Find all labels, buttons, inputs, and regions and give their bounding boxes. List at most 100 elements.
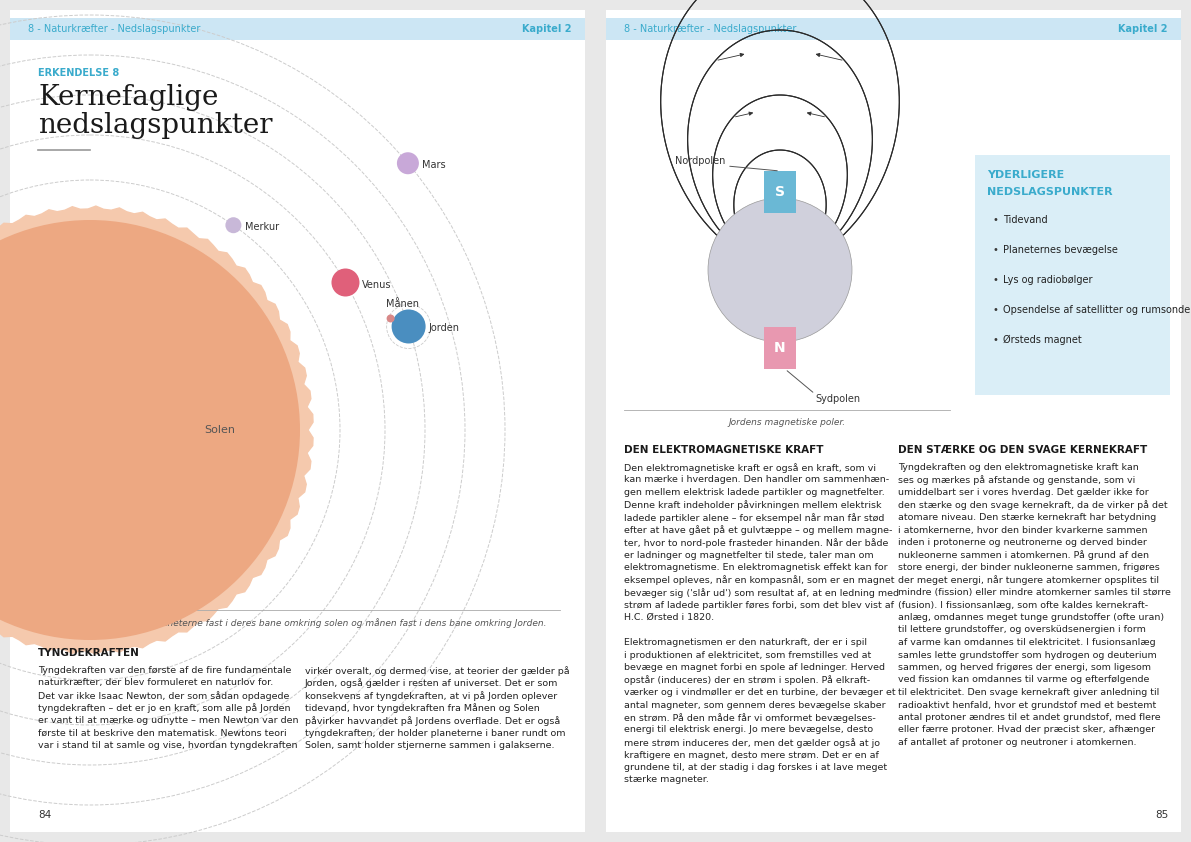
Text: Elektromagnetismen er den naturkraft, der er i spil: Elektromagnetismen er den naturkraft, de… xyxy=(624,638,867,647)
Circle shape xyxy=(392,310,425,344)
Circle shape xyxy=(331,269,360,296)
Text: YDERLIGERE: YDERLIGERE xyxy=(987,170,1065,180)
Text: Denne kraft indeholder påvirkningen mellem elektrisk: Denne kraft indeholder påvirkningen mell… xyxy=(624,500,881,510)
Text: af varme kan omdannes til elektricitet. I fusionsanlæg: af varme kan omdannes til elektricitet. … xyxy=(898,638,1155,647)
Text: radioaktivt henfald, hvor et grundstof med et bestemt: radioaktivt henfald, hvor et grundstof m… xyxy=(898,701,1156,710)
Text: er ladninger og magnetfelter til stede, taler man om: er ladninger og magnetfelter til stede, … xyxy=(624,551,874,559)
Text: ladede partikler alene – for eksempel når man får stød: ladede partikler alene – for eksempel nå… xyxy=(624,513,885,523)
Text: kan mærke i hverdagen. Den handler om sammenhæn-: kan mærke i hverdagen. Den handler om sa… xyxy=(624,476,890,484)
Text: naturkræfter, der blev formuleret en naturlov for.: naturkræfter, der blev formuleret en nat… xyxy=(38,679,273,688)
Text: DEN ELEKTROMAGNETISKE KRAFT: DEN ELEKTROMAGNETISKE KRAFT xyxy=(624,445,823,455)
Text: grundene til, at der stadig i dag forskes i at lave meget: grundene til, at der stadig i dag forske… xyxy=(624,763,887,772)
Text: ved fission kan omdannes til varme og efterfølgende: ved fission kan omdannes til varme og ef… xyxy=(898,675,1149,685)
Text: i produktionen af elektricitet, som fremstilles ved at: i produktionen af elektricitet, som frem… xyxy=(624,651,872,659)
Text: Tyngdekraften var den første af de fire fundamentale: Tyngdekraften var den første af de fire … xyxy=(38,666,292,675)
Text: umiddelbart ser i vores hverdag. Det gælder ikke for: umiddelbart ser i vores hverdag. Det gæl… xyxy=(898,488,1149,497)
Bar xyxy=(975,155,1170,395)
Text: atomare niveau. Den stærke kernekraft har betydning: atomare niveau. Den stærke kernekraft ha… xyxy=(898,513,1156,522)
Text: ERKENDELSE 8: ERKENDELSE 8 xyxy=(38,68,119,78)
Text: •: • xyxy=(992,305,998,315)
Text: Solen: Solen xyxy=(205,425,236,435)
Text: opstår (induceres) der en strøm i spolen. På elkraft-: opstår (induceres) der en strøm i spolen… xyxy=(624,675,871,685)
Text: gen mellem elektrisk ladede partikler og magnetfelter.: gen mellem elektrisk ladede partikler og… xyxy=(624,488,885,497)
Text: •: • xyxy=(992,215,998,225)
Text: eksempel opleves, når en kompasnål, som er en magnet: eksempel opleves, når en kompasnål, som … xyxy=(624,575,894,585)
Text: Ørsteds magnet: Ørsteds magnet xyxy=(1003,335,1081,345)
Text: strøm af ladede partikler føres forbi, som det blev vist af: strøm af ladede partikler føres forbi, s… xyxy=(624,600,894,610)
Text: Opsendelse af satellitter og rumsonder: Opsendelse af satellitter og rumsonder xyxy=(1003,305,1191,315)
Text: første til at beskrive den matematisk. Newtons teori: første til at beskrive den matematisk. N… xyxy=(38,728,287,738)
Text: virker overalt, og dermed vise, at teorier der gælder på: virker overalt, og dermed vise, at teori… xyxy=(305,666,569,676)
Text: antal magneter, som gennem deres bevægelse skaber: antal magneter, som gennem deres bevægel… xyxy=(624,701,886,710)
Text: Mars: Mars xyxy=(422,160,445,170)
Text: S: S xyxy=(775,185,785,199)
Bar xyxy=(763,327,796,369)
Text: Nordpolen: Nordpolen xyxy=(674,156,725,166)
Circle shape xyxy=(387,314,394,322)
Text: i atomkernerne, hvor den binder kvarkerne sammen: i atomkernerne, hvor den binder kvarkern… xyxy=(898,525,1147,535)
Text: nukleonerne sammen i atomkernen. På grund af den: nukleonerne sammen i atomkernen. På grun… xyxy=(898,551,1149,561)
Text: Jordens magnetiske poler.: Jordens magnetiske poler. xyxy=(729,418,846,427)
Text: en strøm. På den måde får vi omformet bevægelses-: en strøm. På den måde får vi omformet be… xyxy=(624,713,875,723)
Text: af antallet af protoner og neutroner i atomkernen.: af antallet af protoner og neutroner i a… xyxy=(898,738,1136,747)
Text: 8 - Naturkræfter - Nedslagspunkter: 8 - Naturkræfter - Nedslagspunkter xyxy=(29,24,200,34)
Text: tyngdekraften, der holder planeterne i baner rundt om: tyngdekraften, der holder planeterne i b… xyxy=(305,728,566,738)
Text: Lys og radiobølger: Lys og radiobølger xyxy=(1003,275,1092,285)
Text: Kapitel 2: Kapitel 2 xyxy=(1118,24,1168,34)
Text: tyngdekraften – det er jo en kraft, som alle på Jorden: tyngdekraften – det er jo en kraft, som … xyxy=(38,704,291,713)
Text: ses og mærkes på afstande og genstande, som vi: ses og mærkes på afstande og genstande, … xyxy=(898,476,1135,485)
Text: Tidevand: Tidevand xyxy=(1003,215,1048,225)
Text: konsekvens af tyngdekraften, at vi på Jorden oplever: konsekvens af tyngdekraften, at vi på Jo… xyxy=(305,691,557,701)
Text: kraftigere en magnet, desto mere strøm. Det er en af: kraftigere en magnet, desto mere strøm. … xyxy=(624,750,879,759)
Text: antal protoner ændres til et andet grundstof, med flere: antal protoner ændres til et andet grund… xyxy=(898,713,1160,722)
Text: samles lette grundstoffer som hydrogen og deuterium: samles lette grundstoffer som hydrogen o… xyxy=(898,651,1156,659)
Text: mindre (fission) eller mindre atomkerner samles til større: mindre (fission) eller mindre atomkerner… xyxy=(898,588,1171,597)
Text: TYNGDEKRAFTEN: TYNGDEKRAFTEN xyxy=(38,648,139,658)
Bar xyxy=(606,18,1181,40)
Text: bevæger sig ('slår ud') som resultat af, at en ledning med: bevæger sig ('slår ud') som resultat af,… xyxy=(624,588,899,598)
Circle shape xyxy=(225,217,242,233)
Text: Solen, samt holder stjernerne sammen i galakserne.: Solen, samt holder stjernerne sammen i g… xyxy=(305,741,555,750)
Text: Tyngdekraften holder planeterne fast i deres bane omkring solen og månen fast i : Tyngdekraften holder planeterne fast i d… xyxy=(54,618,547,628)
Text: Tyngdekraften og den elektromagnetiske kraft kan: Tyngdekraften og den elektromagnetiske k… xyxy=(898,463,1139,472)
Text: sammen, og herved frigøres der energi, som ligesom: sammen, og herved frigøres der energi, s… xyxy=(898,663,1151,672)
Text: påvirker havvandet på Jordens overflade. Det er også: påvirker havvandet på Jordens overflade.… xyxy=(305,716,560,726)
Text: nedslagspunkter: nedslagspunkter xyxy=(38,112,273,139)
Text: inden i protonerne og neutronerne og derved binder: inden i protonerne og neutronerne og der… xyxy=(898,538,1147,547)
Text: tidevand, hvor tyngdekraften fra Månen og Solen: tidevand, hvor tyngdekraften fra Månen o… xyxy=(305,704,540,713)
Text: den stærke og den svage kernekraft, da de virker på det: den stærke og den svage kernekraft, da d… xyxy=(898,500,1167,510)
Text: Månen: Månen xyxy=(386,300,418,310)
Text: Venus: Venus xyxy=(362,280,391,290)
Text: 85: 85 xyxy=(1155,810,1168,820)
Text: (fusion). I fissionsanlæg, som ofte kaldes kernekraft-: (fusion). I fissionsanlæg, som ofte kald… xyxy=(898,600,1148,610)
Text: til elektricitet. Den svage kernekraft giver anledning til: til elektricitet. Den svage kernekraft g… xyxy=(898,688,1159,697)
Circle shape xyxy=(397,152,419,174)
Text: Planeternes bevægelse: Planeternes bevægelse xyxy=(1003,245,1118,255)
Text: efter at have gået på et gulvtæppe – og mellem magne-: efter at have gået på et gulvtæppe – og … xyxy=(624,525,892,536)
Text: 8 - Naturkræfter - Nedslagspunkter: 8 - Naturkræfter - Nedslagspunkter xyxy=(624,24,797,34)
Text: Jorden: Jorden xyxy=(429,323,460,333)
Text: •: • xyxy=(992,245,998,255)
Text: •: • xyxy=(992,275,998,285)
Text: der meget energi, når tungere atomkerner opsplites til: der meget energi, når tungere atomkerner… xyxy=(898,575,1159,585)
Bar xyxy=(606,10,1181,832)
Text: stærke magneter.: stærke magneter. xyxy=(624,775,709,785)
Circle shape xyxy=(707,198,852,342)
Text: Sydpolen: Sydpolen xyxy=(815,394,860,404)
Text: N: N xyxy=(774,341,786,355)
Text: elektromagnetisme. En elektromagnetisk effekt kan for: elektromagnetisme. En elektromagnetisk e… xyxy=(624,563,887,572)
Text: værker og i vindmøller er det en turbine, der bevæger et: værker og i vindmøller er det en turbine… xyxy=(624,688,896,697)
Bar xyxy=(763,171,796,213)
Text: Det var ikke Isaac Newton, der som sådan opdagede: Det var ikke Isaac Newton, der som sådan… xyxy=(38,691,289,701)
Text: energi til elektrisk energi. Jo mere bevægelse, desto: energi til elektrisk energi. Jo mere bev… xyxy=(624,726,873,734)
Text: eller færre protoner. Hvad der præcist sker, afhænger: eller færre protoner. Hvad der præcist s… xyxy=(898,726,1155,734)
Text: Jorden, også gælder i resten af universet. Det er som: Jorden, også gælder i resten af universe… xyxy=(305,679,559,689)
Text: til lettere grundstoffer, og oversküdsenergien i form: til lettere grundstoffer, og oversküdsen… xyxy=(898,626,1146,635)
Text: var i stand til at samle og vise, hvordan tyngdekraften: var i stand til at samle og vise, hvorda… xyxy=(38,741,298,750)
Bar xyxy=(10,10,585,832)
Text: Kapitel 2: Kapitel 2 xyxy=(523,24,572,34)
Text: er vant til at mærke og udnytte – men Newton var den: er vant til at mærke og udnytte – men Ne… xyxy=(38,716,299,725)
Text: Kernefaglige: Kernefaglige xyxy=(38,84,218,111)
Text: ter, hvor to nord-pole frasteder hinanden. Når der både: ter, hvor to nord-pole frasteder hinande… xyxy=(624,538,888,548)
Text: Merkur: Merkur xyxy=(245,222,280,232)
